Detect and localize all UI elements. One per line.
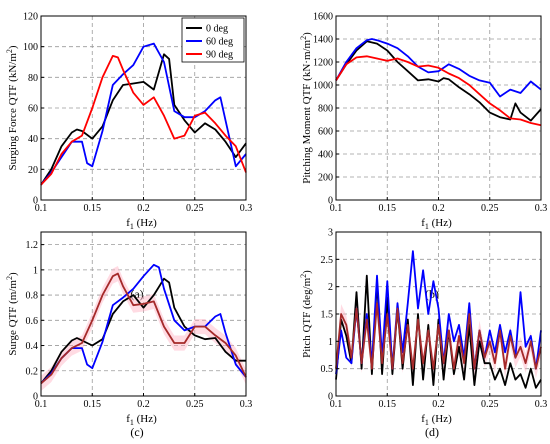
y-axis-label: Pitch QTF (deg/m2) [299, 270, 313, 358]
y-tick-label: 0 [328, 196, 333, 207]
x-tick-label: 0.25 [481, 203, 499, 214]
y-tick-label: 0 [33, 392, 38, 403]
legend-label: 60 deg [206, 37, 233, 48]
series-line-3 [40, 272, 247, 385]
y-tick-label: 0 [33, 196, 38, 207]
x-tick-label: 0.2 [137, 203, 150, 214]
x-tick-label: 0.1 [330, 399, 343, 410]
chart-panel-2: 0.1 0.15 0.2 0.25 0.3 0 200 400 600 800 1000 1200 14… [299, 12, 547, 302]
y-tick-label: 400 [318, 150, 333, 161]
y-tick-label: 2.5 [321, 255, 334, 266]
chart-panel-4: 0.1 0.15 0.2 0.25 0.3 0 0.5 1 1.5 2 2.5 3 f1 (Hz) Pit… [299, 228, 547, 440]
legend-label: 90 deg [206, 50, 233, 61]
series-line-1 [335, 40, 542, 122]
x-tick-label: 0.15 [84, 203, 102, 214]
series-band [41, 266, 246, 391]
y-tick-label: 600 [318, 127, 333, 138]
x-axis-label: f1 (Hz) [126, 217, 157, 231]
panel-label: (d) [425, 425, 439, 439]
y-tick-label: 120 [23, 12, 38, 23]
panel-label: (a) [130, 287, 143, 301]
y-tick-label: 100 [23, 42, 38, 53]
x-tick-label: 0.3 [240, 399, 253, 410]
y-tick-label: 20 [28, 165, 38, 176]
x-tick-label: 0.25 [186, 399, 204, 410]
legend: 0 deg 60 deg 90 deg [181, 17, 245, 63]
y-tick-label: 1.5 [321, 310, 334, 321]
y-tick-label: 0.5 [321, 364, 334, 375]
x-tick-label: 0.15 [84, 399, 102, 410]
series-line-4 [335, 302, 542, 370]
series-line-2 [335, 38, 542, 98]
y-axis-label: Surging Force QTF (kN/m2) [5, 45, 19, 170]
x-tick-label: 0.15 [379, 399, 397, 410]
x-tick-label: 0.2 [432, 203, 445, 214]
x-tick-label: 0.1 [35, 399, 48, 410]
x-axis-label: f1 (Hz) [421, 413, 452, 427]
x-axis-label: f1 (Hz) [421, 217, 452, 231]
x-tick-label: 0.25 [481, 399, 499, 410]
series-line-3 [40, 55, 247, 186]
x-tick-label: 0.3 [535, 203, 548, 214]
y-tick-label: 1000 [313, 81, 333, 92]
chart-panel-3: 0.1 0.15 0.2 0.25 0.3 0 0.2 0.4 0.6 0.8 1 1.2 f1 (Hz… [5, 231, 253, 439]
y-tick-label: 60 [28, 104, 38, 115]
y-tick-label: 1200 [313, 58, 333, 69]
series-line-1 [40, 277, 246, 384]
y-tick-label: 2 [328, 282, 333, 293]
series-line-3 [335, 55, 542, 127]
y-tick-label: 800 [318, 104, 333, 115]
y-tick-label: 40 [28, 134, 38, 145]
y-tick-label: 0.2 [26, 366, 39, 377]
y-tick-label: 1 [33, 265, 38, 276]
y-tick-label: 0.6 [26, 316, 39, 327]
y-tick-label: 3 [328, 228, 333, 239]
y-tick-label: 80 [28, 73, 38, 84]
y-tick-label: 1600 [313, 12, 333, 23]
legend-label: 0 deg [206, 24, 228, 35]
x-tick-label: 0.1 [35, 203, 48, 214]
x-tick-label: 0.2 [432, 399, 445, 410]
x-tick-label: 0.1 [330, 203, 343, 214]
y-tick-label: 1400 [313, 35, 333, 46]
y-tick-label: 0.4 [26, 341, 39, 352]
y-axis-label: Pitching Moment QTF (kN·m/m2) [299, 32, 313, 184]
y-tick-label: 0 [328, 392, 333, 403]
y-axis-label: Surge QTF (m/m2) [5, 272, 19, 356]
y-tick-label: 1.2 [26, 240, 39, 251]
x-tick-label: 0.15 [379, 203, 397, 214]
series-line-2 [40, 42, 247, 186]
x-tick-label: 0.25 [186, 203, 204, 214]
y-tick-label: 200 [318, 173, 333, 184]
y-tick-label: 0.8 [26, 291, 39, 302]
y-tick-label: 1 [328, 337, 333, 348]
x-axis-label: f1 (Hz) [126, 413, 157, 427]
x-tick-label: 0.2 [137, 399, 150, 410]
x-tick-label: 0.3 [535, 399, 548, 410]
x-tick-label: 0.3 [240, 203, 253, 214]
panel-label: (c) [130, 425, 143, 439]
chart-panel-1: 0.1 0.15 0.2 0.25 0.3 0 20 40 60 80 100 120 f1 (Hz) S… [5, 12, 252, 302]
series-line-2 [40, 263, 247, 385]
series-line-1 [40, 53, 247, 186]
